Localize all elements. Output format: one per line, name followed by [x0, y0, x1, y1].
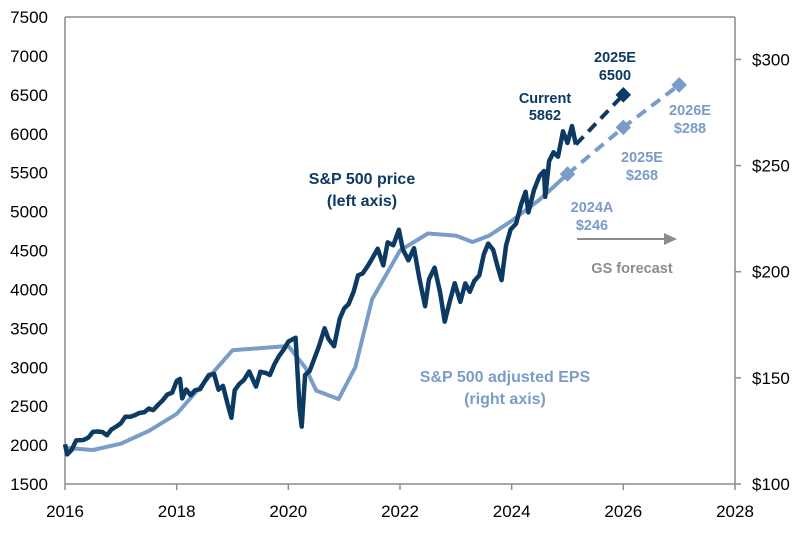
price-forecast-line — [574, 93, 625, 146]
x-tick-label: 2020 — [269, 502, 307, 521]
series-lines — [62, 83, 681, 457]
eps-2024a-label: 2024A — [571, 200, 614, 216]
eps-line — [64, 172, 569, 452]
x-tick-label: 2016 — [46, 502, 84, 521]
eps-forecast-marker — [559, 166, 576, 182]
left-tick-label: 7000 — [10, 47, 48, 66]
x-tick-label: 2018 — [158, 502, 196, 521]
eps-2025e-label: 2025E — [621, 150, 663, 166]
left-tick-label: 4000 — [10, 280, 48, 299]
eps-2026e-value: $288 — [674, 121, 706, 137]
current-label: Current — [519, 91, 572, 107]
left-tick-label: 3500 — [10, 319, 48, 338]
right-tick-label: $300 — [752, 50, 790, 69]
price-2025e-label: 2025E — [594, 50, 636, 66]
right-tick-label: $200 — [752, 263, 790, 282]
forecast-arrow — [577, 233, 677, 245]
left-tick-label: 6500 — [10, 86, 48, 105]
price-series-axis-note: (left axis) — [327, 193, 397, 210]
eps-series-axis-note: (right axis) — [464, 391, 546, 408]
price-2025e-value: 6500 — [599, 68, 631, 84]
left-tick-label: 7500 — [10, 8, 48, 27]
left-tick-label: 5000 — [10, 203, 48, 222]
axes: 2016 2018 2020 2022 2024 2026 2028 1500 2000 2500… — [10, 8, 790, 521]
right-tick-label: $150 — [752, 369, 790, 388]
eps-2025e-value: $268 — [626, 168, 658, 184]
left-tick-label: 2500 — [10, 397, 48, 416]
forecast-label: GS forecast — [591, 261, 673, 277]
eps-series-label: S&P 500 adjusted EPS — [420, 369, 591, 386]
right-tick-label: $250 — [752, 157, 790, 176]
price-line — [62, 123, 579, 457]
left-tick-label: 1500 — [10, 475, 48, 494]
right-tick-label: $100 — [752, 475, 790, 494]
eps-2024a-value: $246 — [576, 218, 608, 234]
left-tick-label: 3000 — [10, 358, 48, 377]
left-tick-label: 5500 — [10, 164, 48, 183]
left-tick-label: 4500 — [10, 242, 48, 261]
x-tick-label: 2026 — [604, 502, 642, 521]
current-value: 5862 — [529, 108, 561, 124]
x-tick-label: 2022 — [381, 502, 419, 521]
x-tick-label: 2028 — [716, 502, 754, 521]
x-tick-label: 2024 — [493, 502, 531, 521]
left-tick-label: 6000 — [10, 125, 48, 144]
eps-2026e-label: 2026E — [669, 103, 711, 119]
left-tick-label: 2000 — [10, 436, 48, 455]
price-series-label: S&P 500 price — [309, 171, 416, 188]
